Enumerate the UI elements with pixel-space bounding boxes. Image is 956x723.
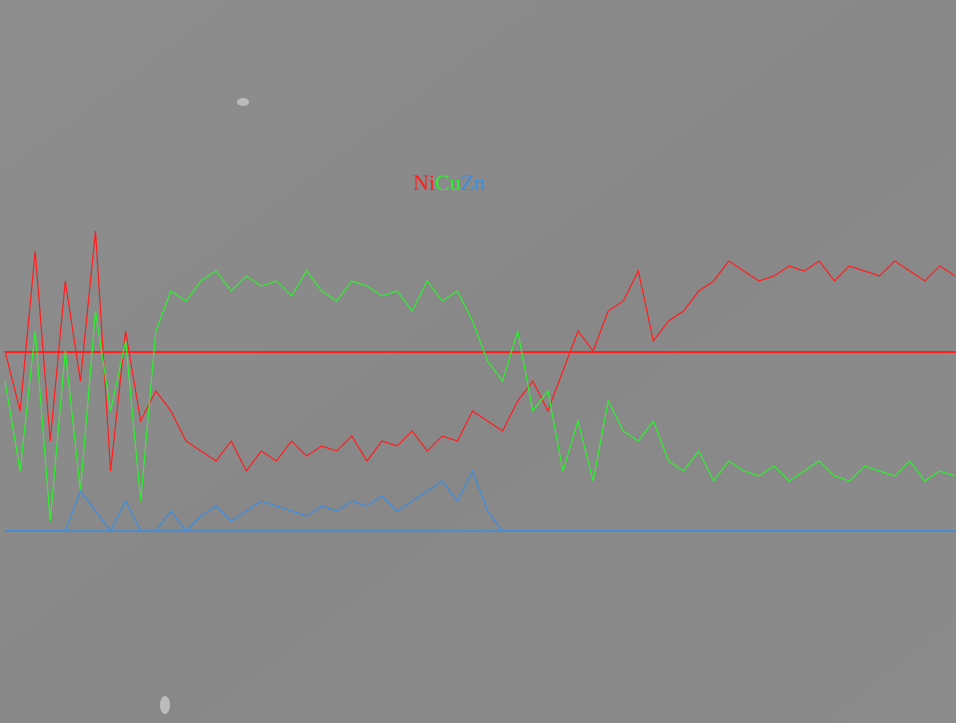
particle [237, 98, 249, 106]
legend-entry: Cu [435, 170, 461, 195]
series-group [4, 230, 956, 473]
series-line [5, 469, 955, 533]
particle [160, 696, 170, 714]
series-line [4, 269, 956, 522]
series-group [5, 469, 955, 533]
series-line [4, 230, 956, 473]
legend-entry: Zn [461, 170, 485, 195]
legend-entry: Ni [413, 170, 435, 195]
legend: NiCuZn [413, 170, 485, 195]
series-group [4, 269, 956, 522]
